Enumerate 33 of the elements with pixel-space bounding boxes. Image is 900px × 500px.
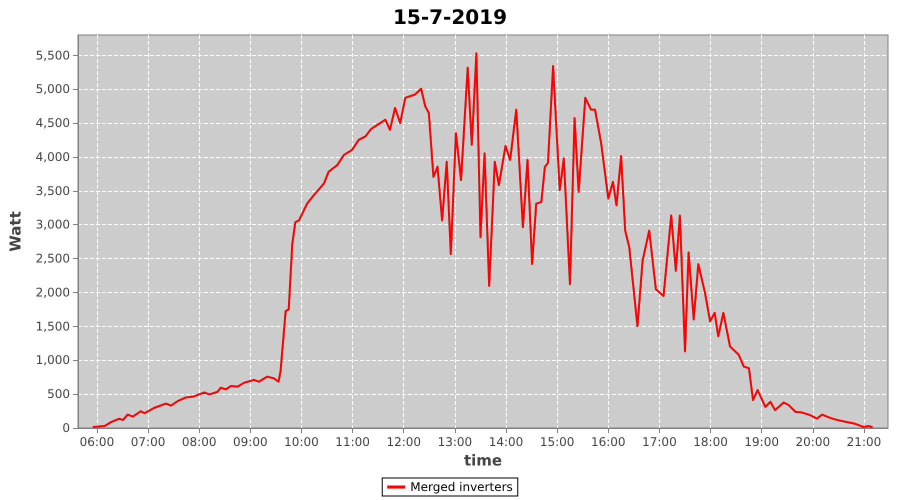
y-tick-label: 2,500 <box>36 252 70 266</box>
x-tick-label: 13:00 <box>438 435 472 449</box>
y-tick-label: 4,500 <box>36 116 70 130</box>
x-axis-title: time <box>464 451 502 470</box>
y-tick-label: 1,500 <box>36 319 70 334</box>
y-tick-label: 1,000 <box>36 353 70 368</box>
x-tick-label: 11:00 <box>335 435 370 449</box>
x-tick-label: 17:00 <box>642 435 677 449</box>
x-tick-label: 12:00 <box>386 435 422 449</box>
y-tick-label: 4,000 <box>36 150 70 164</box>
x-tick-label: 15:00 <box>540 435 574 449</box>
x-tick-label: 18:00 <box>693 435 728 449</box>
y-tick-label: 5,000 <box>36 82 70 96</box>
x-tick-label: 08:00 <box>182 435 216 449</box>
y-tick-label: 3,500 <box>36 184 70 198</box>
line-series <box>92 52 874 428</box>
y-tick-label: 2,000 <box>36 285 70 300</box>
legend-label: Merged inverters <box>410 480 513 494</box>
x-tick-label: 19:00 <box>744 435 779 449</box>
x-tick-label: 09:00 <box>233 435 268 449</box>
chart-title: 15-7-2019 <box>392 5 508 29</box>
y-axis-title: Watt <box>6 211 24 252</box>
y-tick-label: 0 <box>62 421 70 435</box>
x-tick-label: 16:00 <box>590 435 626 449</box>
y-tick-label: 5,500 <box>36 48 70 62</box>
x-tick-label: 20:00 <box>796 435 830 449</box>
x-tick-label: 10:00 <box>284 435 319 449</box>
y-tick-label: 3,000 <box>36 218 70 232</box>
x-tick-label: 21:00 <box>846 435 882 449</box>
x-tick-label: 07:00 <box>130 435 166 449</box>
y-tick-label: 500 <box>47 387 70 402</box>
x-tick-label: 06:00 <box>80 435 114 449</box>
x-tick-label: 14:00 <box>488 435 524 449</box>
